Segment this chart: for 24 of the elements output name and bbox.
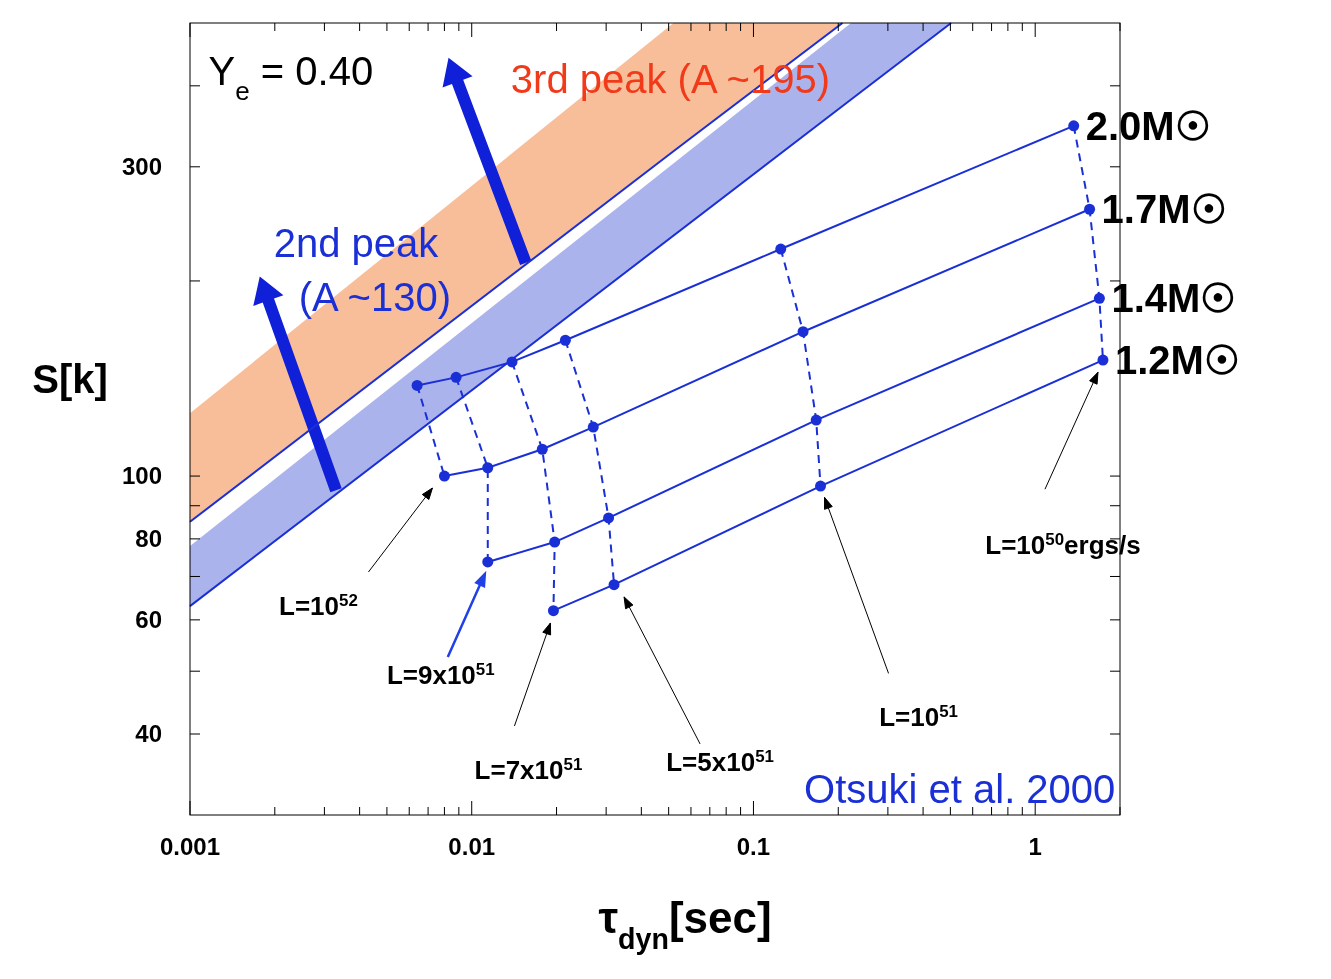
y-tick-label: 100 bbox=[121, 462, 162, 490]
annotation: L=10$^{52}$ bbox=[279, 590, 358, 622]
y-axis-title: S[k] bbox=[32, 357, 108, 401]
annotation: Otsuki et al. 2000 bbox=[804, 767, 1116, 812]
y-tick-label: 40 bbox=[135, 720, 162, 748]
x-axis-title: τ$_{dyn}$[sec] bbox=[598, 893, 772, 955]
x-tick-label: 1 bbox=[1028, 833, 1042, 860]
annotation: L=10$^{50}$ergs/s bbox=[985, 529, 1141, 561]
series-label: 1.2M☉ bbox=[1114, 338, 1240, 383]
x-tick-label: 0.1 bbox=[736, 833, 771, 860]
annotation: L=7x10$^{51}$ bbox=[474, 754, 583, 785]
annotation: L=10$^{51}$ bbox=[879, 701, 958, 733]
annotation: L=5x10$^{51}$ bbox=[666, 746, 774, 777]
annotation: 2nd peak (A ~130) bbox=[273, 220, 452, 319]
series-label: 1.4M☉ bbox=[1111, 276, 1237, 321]
x-tick-label: 0.01 bbox=[448, 833, 496, 860]
y-tick-label: 300 bbox=[121, 152, 162, 180]
series-label: 1.7M☉ bbox=[1101, 187, 1227, 232]
annotation: Y$_{e}$ = 0.40 bbox=[208, 48, 374, 106]
y-tick-label: 80 bbox=[135, 524, 162, 552]
x-tick-label: 0.001 bbox=[159, 833, 221, 860]
y-tick-label: 60 bbox=[135, 605, 162, 633]
annotation: L=9x10$^{51}$ bbox=[386, 659, 495, 691]
series-label: 2.0M☉ bbox=[1085, 103, 1211, 148]
